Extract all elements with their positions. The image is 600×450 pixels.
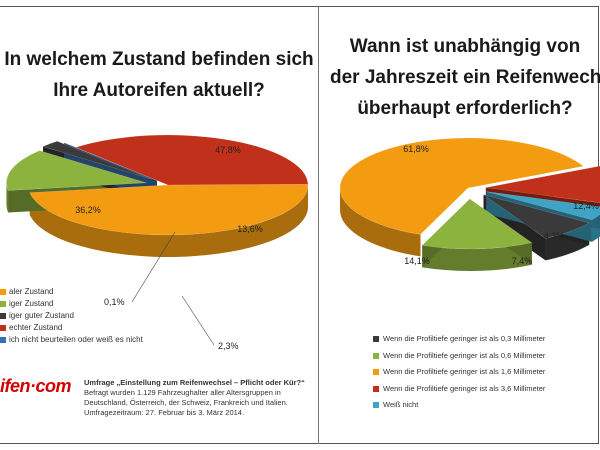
chart-divider (318, 6, 319, 444)
pie-slice (421, 198, 533, 250)
pie-data-label: 14,1% (404, 256, 430, 266)
right-title-line-1: Wann ist unabhängig von (349, 36, 581, 57)
pie-slice (483, 194, 590, 239)
survey-line: Deutschland, Österreich, der Schweiz, Fr… (84, 398, 288, 407)
legend-swatch (0, 300, 6, 307)
right-legend-label: Wenn die Profiltiefe geringer ist als 3,… (383, 383, 546, 393)
right-legend-item: Wenn die Profiltiefe geringer ist als 1,… (373, 364, 599, 381)
left-legend-label: aler Zustand (9, 287, 54, 296)
left-title-line-2: Ihre Autoreifen aktuell? (53, 80, 265, 101)
label-leader-line (131, 231, 176, 303)
left-legend-item: iger Zustand (0, 298, 200, 310)
legend-swatch (373, 402, 379, 409)
pie-slice-side (6, 182, 9, 213)
pie-slice-side (340, 188, 421, 257)
legend-swatch (0, 312, 6, 319)
right-legend-label: Wenn die Profiltiefe geringer ist als 0,… (383, 334, 546, 343)
legend-swatch (373, 336, 379, 343)
right-title-line-3: überhaupt erforderlich? (357, 98, 573, 119)
pie-data-label: 61,8% (403, 144, 429, 154)
legend-swatch (373, 385, 379, 392)
right-title-line-2: der Jahreszeit ein Reifenwechsel (330, 67, 600, 88)
right-legend-item: Wenn die Profiltiefe geringer ist als 0,… (373, 331, 599, 348)
pie-data-label: 2,3% (218, 341, 239, 351)
logo-text: ifen·com (0, 376, 72, 396)
left-chart-title: In welchem Zustand befinden sich Ihre Au… (0, 44, 318, 106)
survey-line: Umfragezeitraum: 27. Februar bis 3. März… (84, 408, 245, 417)
pie-data-label: 0,1% (104, 297, 125, 307)
left-title-line-1: In welchem Zustand befinden sich (4, 49, 314, 70)
right-legend: Wenn die Profiltiefe geringer ist als 0,… (373, 331, 599, 414)
survey-info: Umfrage „Einstellung zum Reifenwechsel –… (84, 378, 314, 418)
pie-slice (485, 165, 600, 204)
pie-data-label: 47,8% (215, 145, 241, 155)
pie-slice (75, 134, 309, 186)
legend-swatch (373, 352, 379, 359)
right-legend-item: Wenn die Profiltiefe geringer ist als 0,… (373, 348, 599, 365)
pie-chart-0: 47,8% 13,6% 2,3% 0,1% 36,2% (6, 134, 309, 351)
pie-chart-1: 7,4% 14,1% 61,8% 12,4% 4,3% (339, 137, 600, 271)
pie-slice (6, 150, 147, 191)
pie-data-label: 13,6% (237, 224, 263, 234)
pie-data-label: 36,2% (75, 205, 101, 215)
pie-data-label: 12,4% (573, 201, 599, 211)
right-legend-label: Wenn die Profiltiefe geringer ist als 1,… (383, 367, 546, 376)
left-legend: aler Zustand iger Zustand iger guter Zus… (0, 286, 200, 346)
left-legend-label: echter Zustand (9, 323, 63, 332)
pie-slice (339, 137, 584, 235)
pie-slice (486, 191, 600, 221)
left-legend-item: ich nicht beurteilen oder weiß es nicht (0, 334, 200, 346)
left-legend-item: aler Zustand (0, 286, 200, 298)
left-legend-item: echter Zustand (0, 322, 200, 334)
pie-slice-side (422, 242, 532, 271)
legend-swatch (0, 288, 6, 295)
left-legend-label: iger guter Zustand (9, 311, 74, 320)
left-legend-label: ich nicht beurteilen oder weiß es nicht (9, 335, 143, 344)
legend-swatch (0, 336, 6, 343)
right-legend-item: Weiß nicht (373, 397, 599, 414)
legend-swatch (373, 369, 379, 376)
pie-data-label: 7,4% (512, 256, 533, 266)
left-legend-item: iger guter Zustand (0, 310, 200, 322)
pie-data-label: 4,3% (544, 231, 565, 241)
survey-heading: Umfrage „Einstellung zum Reifenwechsel –… (84, 378, 305, 387)
right-chart-title: Wann ist unabhängig von der Jahreszeit e… (330, 31, 600, 124)
label-leader-line (181, 295, 215, 346)
pie-slice (63, 142, 157, 181)
pie-slice (42, 141, 151, 179)
right-legend-label: Weiß nicht (383, 400, 419, 409)
pie-slice-side (29, 185, 308, 258)
right-legend-label: Wenn die Profiltiefe geringer ist als 0,… (383, 350, 546, 360)
legend-swatch (0, 324, 6, 331)
left-legend-label: iger Zustand (9, 299, 54, 308)
survey-line: Befragt wurden 1.129 Fahrzeughalter alle… (84, 388, 281, 397)
right-legend-item: Wenn die Profiltiefe geringer ist als 3,… (373, 381, 599, 398)
reifen-com-logo: ifen·com (0, 376, 72, 404)
pie-slice (29, 183, 309, 236)
